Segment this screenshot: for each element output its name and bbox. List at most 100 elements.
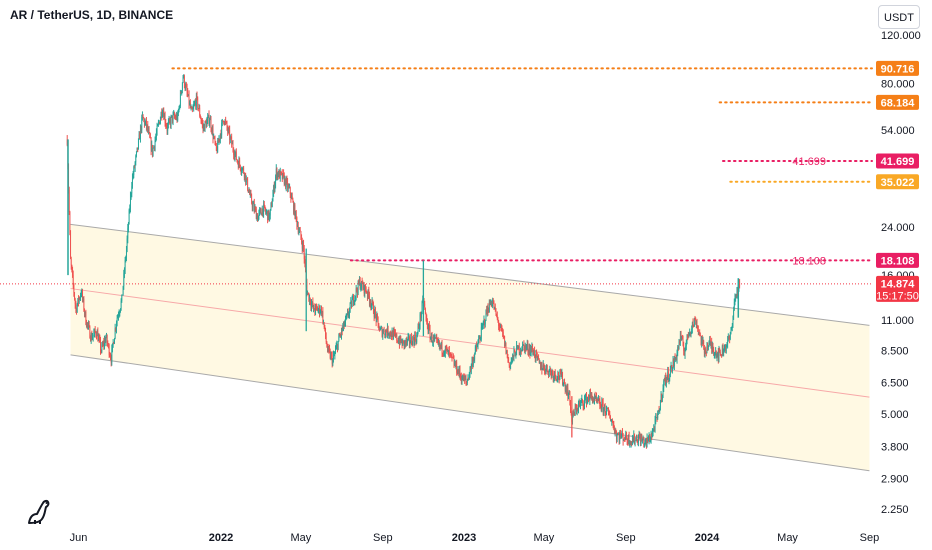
candle-body <box>356 288 358 291</box>
candle-body <box>448 350 450 354</box>
candle-body <box>735 295 737 298</box>
candle-body <box>603 407 605 412</box>
candle-body <box>98 337 99 341</box>
candle-body <box>366 292 368 294</box>
candle-body <box>547 371 549 372</box>
candle-body <box>268 210 270 220</box>
candle-body <box>120 308 121 312</box>
candle-body <box>532 351 534 355</box>
candle-body <box>545 368 547 372</box>
candle-body <box>361 281 363 285</box>
candle-body <box>96 334 97 337</box>
candle-body <box>102 344 103 346</box>
candle-body <box>157 124 159 127</box>
candle-body <box>607 408 609 410</box>
candle-body <box>425 313 427 319</box>
candle-body <box>148 130 149 131</box>
candle-body <box>127 227 129 239</box>
candle-body <box>160 112 162 119</box>
candle-body <box>679 341 681 343</box>
candle-body <box>471 360 473 365</box>
candle-body <box>256 215 258 220</box>
candle-body <box>679 333 681 343</box>
candle-body <box>229 137 231 141</box>
candle-body <box>191 108 193 110</box>
candle-body <box>480 327 482 340</box>
candle-body <box>108 344 109 346</box>
channel-upper-line <box>70 223 870 326</box>
candle-body <box>311 302 313 304</box>
candle-body <box>317 307 318 312</box>
candle-body <box>391 331 393 337</box>
candle-body <box>450 353 452 355</box>
candle-body <box>640 437 641 444</box>
candle-body <box>564 383 566 391</box>
channel-fill <box>70 224 870 471</box>
candle-body <box>222 120 224 122</box>
candle-body <box>624 438 625 440</box>
candle-body <box>371 301 373 305</box>
candle-body <box>551 371 553 376</box>
candle-body <box>131 186 133 194</box>
candle-body <box>364 285 366 294</box>
candle-body <box>273 185 274 194</box>
candle-body <box>652 428 654 433</box>
candle-body <box>394 332 396 334</box>
candle-body <box>574 412 575 416</box>
candle-body <box>588 397 589 399</box>
candle-body <box>728 336 730 338</box>
candle-body <box>205 122 207 127</box>
candle-body <box>560 372 562 377</box>
candle-body <box>223 121 225 123</box>
candle-body <box>646 439 647 445</box>
candle-body <box>588 398 590 401</box>
candle-body <box>518 345 519 349</box>
candle-body <box>173 113 175 117</box>
candle-body <box>729 337 731 339</box>
candle-body <box>701 338 703 344</box>
candle-body <box>699 335 701 337</box>
candle-body <box>654 419 656 431</box>
candle-body <box>410 337 412 344</box>
candle-body <box>78 297 80 302</box>
candle-body <box>452 356 454 358</box>
level-tag-5-text: 18.108 <box>881 255 915 267</box>
candle-body <box>524 345 525 352</box>
candle-body <box>100 350 102 352</box>
candle-body <box>92 337 93 340</box>
candle-body <box>499 327 501 328</box>
candle-body <box>146 124 148 128</box>
candle-body <box>188 94 190 105</box>
candle-body <box>687 335 689 337</box>
candle-body <box>520 350 522 352</box>
y-tick-label: 54.000 <box>881 125 915 137</box>
candle-body <box>705 348 707 352</box>
candle-body <box>498 321 500 326</box>
candle-body <box>189 102 191 105</box>
candle-body <box>488 311 490 313</box>
candle-body <box>689 332 691 334</box>
candle-body <box>508 362 510 366</box>
currency-button[interactable]: USDT <box>878 5 920 29</box>
candle-body <box>261 208 263 216</box>
candle-body <box>510 362 512 368</box>
candle-body <box>589 392 591 401</box>
candle-body <box>701 338 703 343</box>
candle-body <box>195 94 197 107</box>
candle-body <box>346 313 348 317</box>
candle-body <box>531 346 533 352</box>
candle-body <box>181 82 183 91</box>
candle-body <box>293 205 295 213</box>
candle-body <box>231 137 233 145</box>
candle-body <box>648 436 650 440</box>
candle-body <box>620 432 621 438</box>
candle-body <box>84 311 86 314</box>
candle-body <box>715 351 717 358</box>
candle-body <box>604 405 605 408</box>
candle-body <box>278 170 280 177</box>
candle-body <box>313 305 315 311</box>
candle-body <box>594 395 596 399</box>
candle-body <box>458 369 460 374</box>
candle-body <box>361 281 362 288</box>
